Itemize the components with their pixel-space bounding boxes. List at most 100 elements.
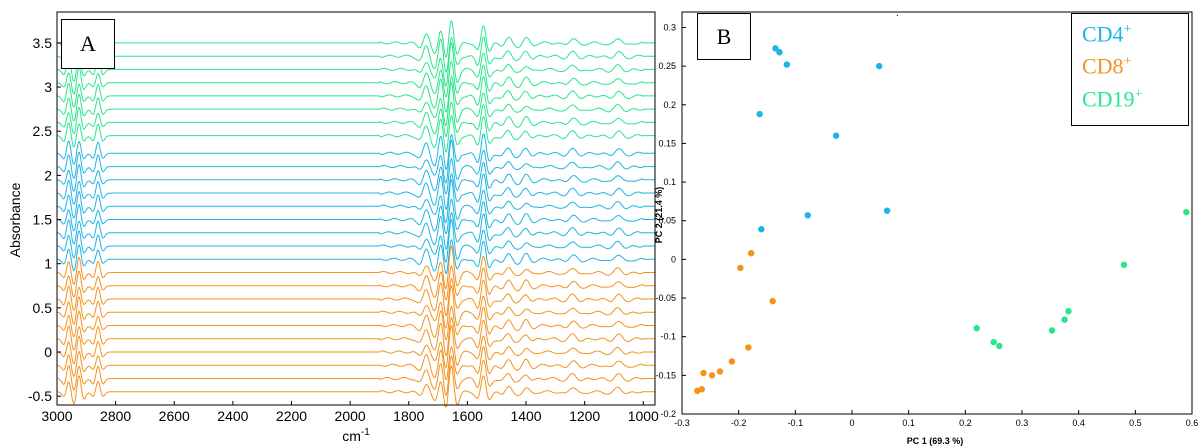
pca-point-cd8 xyxy=(737,264,744,272)
spectrum-trace xyxy=(57,355,655,396)
spectrum-trace xyxy=(56,265,655,301)
pca-point-cd19 xyxy=(1065,307,1072,315)
pca-point-cd4 xyxy=(776,49,783,56)
pca-x-tick-label: 0.4 xyxy=(1072,418,1085,428)
pca-point-cd8 xyxy=(747,250,755,257)
spectra-x-tick-label: 1600 xyxy=(452,408,483,424)
spectra-plot-frame xyxy=(56,11,656,406)
legend-sup-cd8: + xyxy=(1123,54,1132,70)
pca-point-cd8 xyxy=(700,369,707,377)
spectra-x-tick-label: 2200 xyxy=(276,408,307,424)
spectra-y-axis: -0.5 0 0.5 1 1.5 2 2.5 3 3.5 xyxy=(28,35,61,404)
pca-point-cd4 xyxy=(883,207,891,214)
spectra-x-tick-label: 2800 xyxy=(100,408,131,424)
pca-x-tick-label: -0.3 xyxy=(674,418,690,428)
legend: CD4+ CD8+ CD19+ xyxy=(1071,13,1189,126)
pca-x-axis: -0.3 -0.2 -0.1 0 0.1 0.2 0.3 0.4 0.5 0.6 xyxy=(674,410,1198,428)
spectrum-trace xyxy=(57,60,655,98)
spectrum-trace xyxy=(56,285,655,329)
spectrum-trace xyxy=(57,198,655,234)
spectra-x-tick-label: 2400 xyxy=(217,408,248,424)
spectrum-trace xyxy=(56,114,655,153)
pca-y-tick-label: 0.2 xyxy=(663,100,676,110)
spectra-x-axis-label: cm-1 xyxy=(342,427,370,444)
spectra-x-tick-label: 1800 xyxy=(393,408,424,424)
spectra-y-tick-label: 3 xyxy=(44,79,52,95)
pca-y-axis: -0.2 -0.15 -0.1 -0.05 0 0.05 0.1 0.15 0.2 0.25 0.3 xyxy=(655,22,686,419)
spectrum-trace xyxy=(56,178,655,224)
pca-x-axis-label: PC 1 (69.3 %) xyxy=(907,436,964,446)
pca-x-tick-label: -0.1 xyxy=(788,418,804,428)
spectrum-trace xyxy=(57,42,655,87)
pca-point-cd19 xyxy=(1183,209,1190,216)
pca-y-tick-label: 0 xyxy=(671,254,676,264)
spectra-y-tick-label: 2.5 xyxy=(33,123,53,139)
spectrum-trace xyxy=(56,139,655,184)
pca-point-cd4 xyxy=(783,61,791,68)
spectra-x-axis: 3000 2800 2600 2400 2200 2000 1800 1600 1400 1200… xyxy=(41,401,659,424)
legend-sup-cd19: + xyxy=(1134,86,1143,102)
spectrum-trace xyxy=(56,345,655,381)
pca-point-cd19 xyxy=(1120,261,1128,268)
spectrum-trace xyxy=(57,305,655,341)
spectra-y-tick-label: -0.5 xyxy=(28,388,52,404)
spectra-y-tick-label: 1.5 xyxy=(33,212,53,228)
legend-item-cd19: CD19+ xyxy=(1082,81,1178,113)
spectra-y-tick-label: 3.5 xyxy=(33,35,53,51)
spectra-chart: 3000 2800 2600 2400 2200 2000 1800 1600 1400 1200… xyxy=(7,11,659,444)
spectrum-trace xyxy=(56,36,655,73)
pca-points xyxy=(694,45,1190,395)
pca-y-tick-label: 0.3 xyxy=(663,22,676,32)
pca-y-axis-label: PC 2 (21.4 %) xyxy=(654,187,664,244)
panel-b-label: B xyxy=(697,13,751,60)
pca-point-cd8 xyxy=(716,368,724,375)
pca-x-tick-label: 0.3 xyxy=(1016,418,1029,428)
spectrum-trace xyxy=(56,316,655,356)
spectrum-trace xyxy=(57,75,655,113)
pca-point-cd8 xyxy=(728,358,736,365)
spectrum-trace xyxy=(56,157,655,195)
pca-point-cd19 xyxy=(1048,327,1056,334)
pca-plot-frame xyxy=(681,11,1193,415)
pca-scatter-chart: -0.3 -0.2 -0.1 0 0.1 0.2 0.3 0.4 0.5 0.6 -0.2-0.1… xyxy=(654,8,1198,446)
pca-y-tick-label: -0.15 xyxy=(655,370,676,380)
legend-item-cd4: CD4+ xyxy=(1082,16,1178,48)
pca-point-cd4 xyxy=(756,110,763,118)
pca-y-tick-label: 0.15 xyxy=(658,138,676,148)
pca-point-cd19 xyxy=(996,342,1003,350)
spectra-x-tick-label: 1400 xyxy=(510,408,541,424)
pca-y-tick-label: 0.25 xyxy=(658,61,676,71)
spectra-traces xyxy=(56,20,655,408)
spectra-x-tick-label: 3000 xyxy=(41,408,72,424)
pca-y-tick-label: -0.1 xyxy=(660,332,676,342)
spectrum-trace xyxy=(56,277,655,317)
legend-sup-cd4: + xyxy=(1123,22,1132,37)
pca-point-cd4 xyxy=(804,212,811,219)
pca-point-cd8 xyxy=(708,372,716,379)
pca-point-cd4 xyxy=(758,226,765,233)
pca-point-cd4 xyxy=(832,132,840,139)
pca-x-tick-label: 0.2 xyxy=(959,418,972,428)
pca-y-tick-label: -0.05 xyxy=(655,293,676,303)
spectrum-trace xyxy=(56,81,655,127)
spectra-y-tick-label: 1 xyxy=(44,256,52,272)
spectra-x-tick-label: 2000 xyxy=(335,408,366,424)
spectrum-trace xyxy=(56,172,655,210)
spectra-y-axis-label: Absorbance xyxy=(7,182,23,257)
spectrum-trace xyxy=(57,218,655,263)
pca-point-cd19 xyxy=(973,324,980,332)
spectrum-trace xyxy=(56,365,655,408)
pca-point-cd8 xyxy=(745,344,752,351)
pca-x-tick-label: 0.5 xyxy=(1129,418,1142,428)
pca-point-cd8 xyxy=(694,387,701,395)
pca-point-cd19 xyxy=(1061,316,1068,323)
legend-item-cd8: CD8+ xyxy=(1082,48,1178,80)
pca-point-cd19 xyxy=(990,338,997,346)
pca-y-tick-label: 0.1 xyxy=(663,177,676,187)
pca-y-tick-label: 0.05 xyxy=(658,216,676,226)
pca-x-tick-label: 0.6 xyxy=(1186,418,1199,428)
pca-x-tick-label: 0 xyxy=(849,418,854,428)
panel-a-label: A xyxy=(61,19,115,69)
spectrum-trace xyxy=(57,20,655,58)
